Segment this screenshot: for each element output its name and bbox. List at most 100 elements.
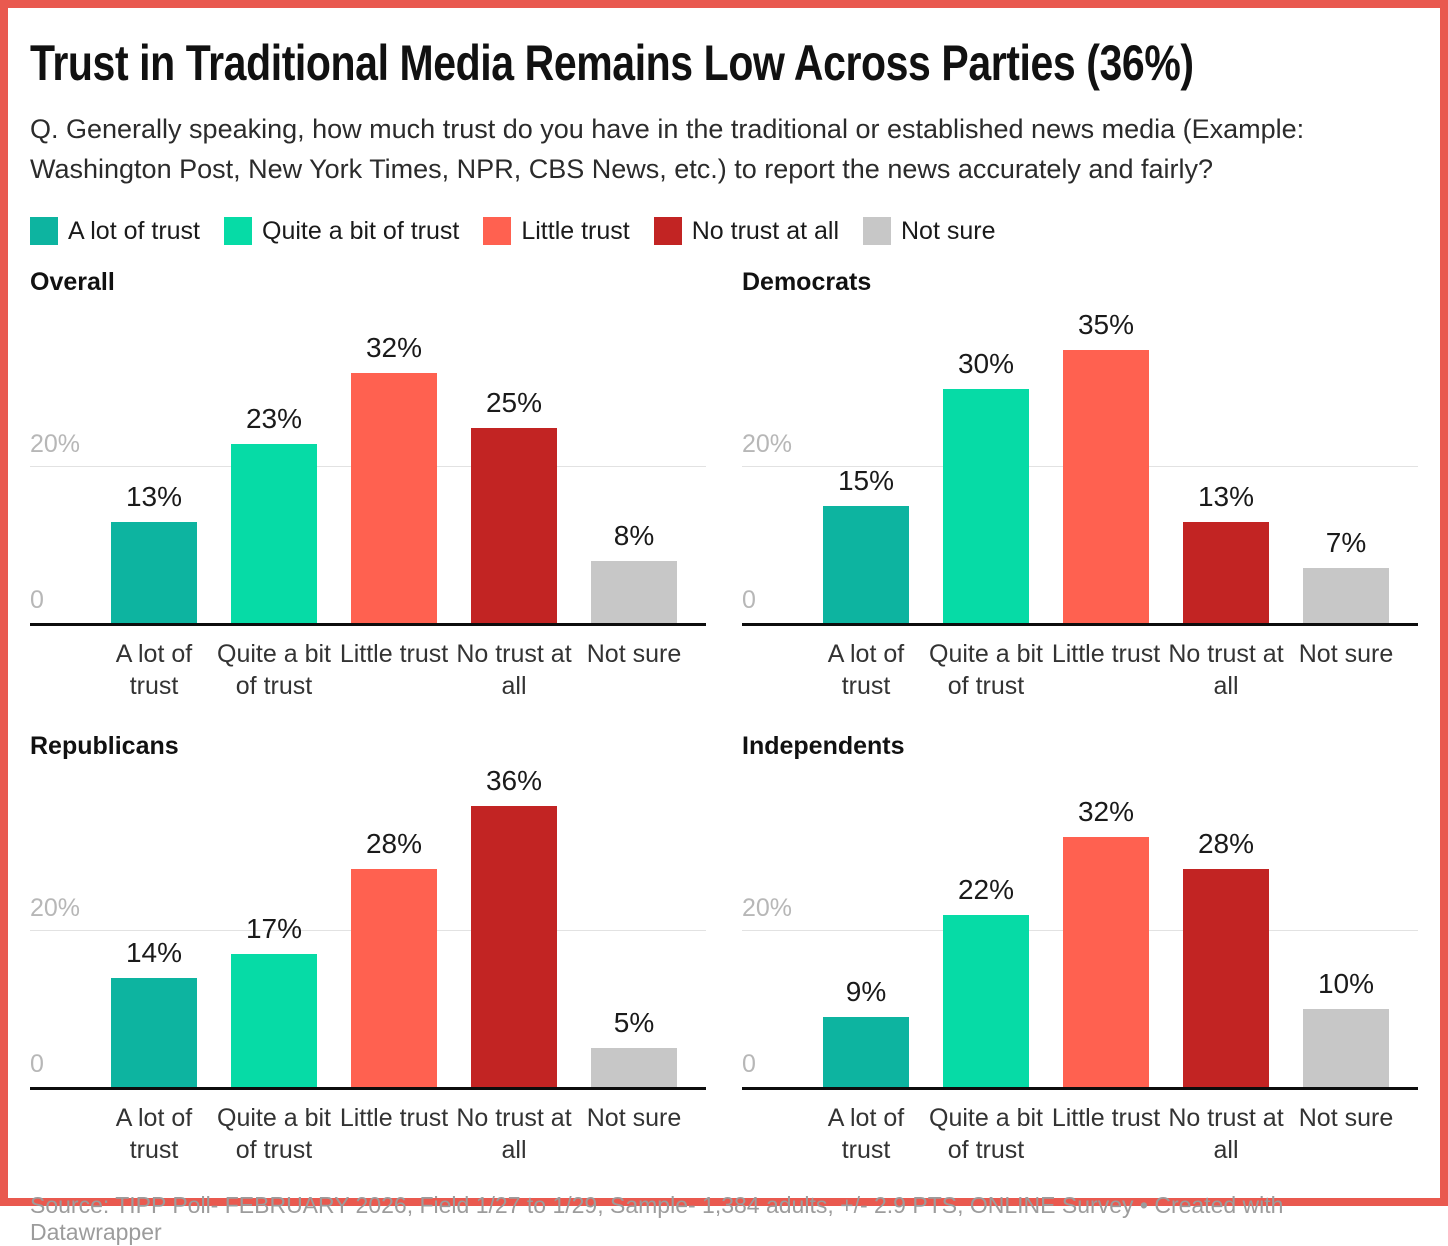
- bar-value-label: 23%: [245, 402, 303, 434]
- bar-no-trust-at-all: [470, 806, 558, 1087]
- x-axis-label-not-sure: Not sure: [1298, 1103, 1394, 1132]
- bar-quite-a-bit-of-trust: [230, 443, 318, 623]
- legend-color-swatch: [653, 217, 682, 246]
- bar-value-label: 14%: [125, 936, 183, 968]
- bar-column: 9%: [806, 775, 926, 1087]
- bar-value-label: 9%: [845, 975, 887, 1007]
- legend-label: A lot of trust: [68, 216, 201, 245]
- legend-label: Little trust: [521, 216, 630, 245]
- x-axis-labels: A lot of trust Quite a bit of trust Little t…: [94, 1102, 694, 1166]
- source-text: Source: TIPP Poll- FEBRUARY 2026, Field …: [30, 1191, 1134, 1218]
- bar-column: 32%: [1046, 775, 1166, 1087]
- bar-value-label: 13%: [125, 480, 183, 512]
- y-axis-tick-20: 20%: [30, 893, 81, 922]
- bar-column: 13%: [1166, 311, 1286, 623]
- x-axis-label-quite-a-bit-of-trust: Quite a bit of trust: [217, 639, 331, 700]
- bar-plot: 20% 0 9% 22% 32% 28% 10%: [742, 775, 1418, 1090]
- x-axis-label-not-sure: Not sure: [1298, 639, 1394, 668]
- bar-value-label: 30%: [957, 347, 1015, 379]
- x-axis-label-little-trust: Little trust: [339, 1103, 449, 1132]
- legend-label: Not sure: [901, 216, 996, 245]
- bars-group: 13% 23% 32% 25% 8%: [94, 311, 694, 623]
- bar-not-sure: [590, 1047, 678, 1087]
- bar-value-label: 13%: [1197, 480, 1255, 512]
- bar-value-label: 22%: [957, 874, 1015, 906]
- x-axis-label-no-trust-at-all: No trust at all: [456, 1103, 572, 1164]
- bar-column: 28%: [334, 775, 454, 1087]
- legend-label: No trust at all: [691, 216, 839, 245]
- x-axis-label-a-lot-of-trust: A lot of trust: [115, 1103, 193, 1164]
- y-axis-tick-20: 20%: [742, 429, 793, 458]
- bar-column: 10%: [1286, 775, 1406, 1087]
- bar-value-label: 28%: [1197, 827, 1255, 859]
- bar-column: 5%: [574, 775, 694, 1087]
- bar-a-lot-of-trust: [110, 521, 198, 623]
- legend-color-swatch: [30, 217, 58, 246]
- bar-plot: 20% 0 14% 17% 28% 36% 5%: [30, 765, 706, 1090]
- legend-item-a-lot-of-trust: A lot of trust: [30, 217, 200, 246]
- y-axis-tick-20: 20%: [742, 893, 793, 922]
- bar-column: 23%: [214, 311, 334, 623]
- bars-group: 15% 30% 35% 13% 7%: [806, 308, 1406, 623]
- bar-quite-a-bit-of-trust: [230, 954, 318, 1087]
- page-title: Trust in Traditional Media Remains Low A…: [30, 35, 1194, 91]
- bar-no-trust-at-all: [470, 427, 558, 623]
- x-axis-labels: A lot of trust Quite a bit of trust Little t…: [806, 1102, 1406, 1166]
- bar-value-label: 7%: [1325, 527, 1367, 559]
- panel-title: Independents: [742, 731, 905, 760]
- bar-little-trust: [350, 868, 438, 1087]
- panel-democrats: Democrats 20% 0 15% 30% 35% 13% 7% A lot of t…: [742, 268, 1418, 702]
- chart-grid: Overall 20% 0 13% 23% 32% 25% 8% A lot of tru…: [30, 268, 1418, 1166]
- y-axis-tick-0: 0: [30, 585, 44, 614]
- panel-republicans: Republicans 20% 0 14% 17% 28% 36% 5% A lot o…: [30, 732, 706, 1166]
- bars-group: 14% 17% 28% 36% 5%: [94, 765, 694, 1087]
- bar-a-lot-of-trust: [110, 977, 198, 1087]
- bar-column: 15%: [806, 311, 926, 623]
- bar-little-trust: [1062, 349, 1150, 623]
- bar-not-sure: [1302, 568, 1390, 623]
- panel-title: Democrats: [742, 267, 872, 296]
- legend-item-quite-a-bit-of-trust: Quite a bit of trust: [224, 217, 459, 246]
- panel-title: Overall: [30, 267, 115, 296]
- bar-quite-a-bit-of-trust: [942, 915, 1030, 1087]
- bar-value-label: 28%: [365, 827, 423, 859]
- y-axis-tick-0: 0: [742, 585, 756, 614]
- footer-separator: •: [1133, 1191, 1155, 1218]
- bar-little-trust: [350, 373, 438, 623]
- legend-item-little-trust: Little trust: [483, 216, 630, 246]
- y-axis-tick-20: 20%: [30, 429, 81, 458]
- bar-plot: 20% 0 15% 30% 35% 13% 7%: [742, 308, 1418, 626]
- x-axis-label-no-trust-at-all: No trust at all: [456, 639, 572, 700]
- bar-column: 32%: [334, 311, 454, 623]
- bar-column: 36%: [454, 765, 574, 1087]
- bar-column: 14%: [94, 775, 214, 1087]
- bar-column: 35%: [1046, 308, 1166, 623]
- x-axis-label-not-sure: Not sure: [586, 639, 682, 668]
- bar-not-sure: [590, 560, 678, 623]
- legend-item-no-trust-at-all: No trust at all: [653, 216, 839, 246]
- bar-column: 17%: [214, 775, 334, 1087]
- x-axis-label-quite-a-bit-of-trust: Quite a bit of trust: [217, 1103, 331, 1164]
- x-axis-label-no-trust-at-all: No trust at all: [1168, 639, 1284, 700]
- bar-column: 22%: [926, 775, 1046, 1087]
- x-axis-label-quite-a-bit-of-trust: Quite a bit of trust: [929, 1103, 1043, 1164]
- legend-color-swatch: [863, 217, 891, 246]
- bar-value-label: 35%: [1077, 308, 1135, 340]
- x-axis-labels: A lot of trust Quite a bit of trust Little t…: [94, 638, 694, 702]
- panel-title: Republicans: [30, 731, 179, 760]
- y-axis-tick-0: 0: [742, 1049, 756, 1078]
- bar-little-trust: [1062, 837, 1150, 1087]
- y-axis-tick-0: 0: [30, 1049, 44, 1078]
- bar-column: 25%: [454, 311, 574, 623]
- chart-subtitle: Q. Generally speaking, how much trust do…: [30, 114, 1305, 184]
- bar-value-label: 8%: [613, 519, 655, 551]
- x-axis-label-not-sure: Not sure: [586, 1103, 682, 1132]
- bar-value-label: 10%: [1317, 967, 1375, 999]
- x-axis-label-little-trust: Little trust: [339, 639, 449, 668]
- bar-value-label: 25%: [485, 386, 543, 418]
- x-axis-labels: A lot of trust Quite a bit of trust Little t…: [806, 638, 1406, 702]
- bar-column: 7%: [1286, 311, 1406, 623]
- x-axis-label-quite-a-bit-of-trust: Quite a bit of trust: [929, 639, 1043, 700]
- x-axis-label-no-trust-at-all: No trust at all: [1168, 1103, 1284, 1164]
